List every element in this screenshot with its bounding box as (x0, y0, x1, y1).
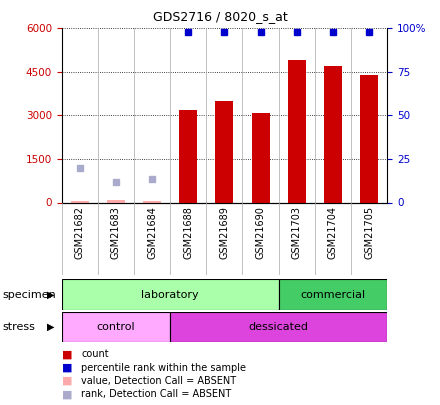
Text: percentile rank within the sample: percentile rank within the sample (81, 363, 246, 373)
Bar (62, 312, 170, 342)
Text: GSM21684: GSM21684 (147, 206, 157, 259)
Text: rank, Detection Call = ABSENT: rank, Detection Call = ABSENT (81, 390, 231, 399)
Text: specimen: specimen (2, 290, 56, 300)
Text: ■: ■ (62, 390, 72, 399)
Bar (62, 279, 279, 310)
Text: ▶: ▶ (47, 290, 55, 300)
Text: commercial: commercial (301, 290, 366, 300)
Text: GSM21703: GSM21703 (292, 206, 302, 259)
Bar (324, 66, 342, 202)
Bar (71, 201, 89, 202)
Text: ▶: ▶ (47, 322, 55, 332)
Bar (107, 200, 125, 202)
Text: ■: ■ (62, 363, 72, 373)
Bar (288, 60, 306, 202)
Text: GSM21682: GSM21682 (75, 206, 84, 259)
Text: GSM21689: GSM21689 (220, 206, 229, 259)
Bar (215, 101, 234, 202)
Text: GDS2716 / 8020_s_at: GDS2716 / 8020_s_at (153, 10, 287, 23)
Text: GSM21688: GSM21688 (183, 206, 193, 259)
Bar (279, 279, 387, 310)
Text: stress: stress (2, 322, 35, 332)
Bar (179, 110, 197, 202)
Text: ■: ■ (62, 350, 72, 359)
Text: GSM21683: GSM21683 (111, 206, 121, 259)
Text: GSM21690: GSM21690 (256, 206, 266, 259)
Bar (170, 312, 387, 342)
Text: value, Detection Call = ABSENT: value, Detection Call = ABSENT (81, 376, 237, 386)
Text: ■: ■ (62, 376, 72, 386)
Text: count: count (81, 350, 109, 359)
Text: GSM21704: GSM21704 (328, 206, 338, 259)
Text: control: control (96, 322, 135, 332)
Bar (143, 201, 161, 202)
Text: laboratory: laboratory (141, 290, 199, 300)
Bar (360, 75, 378, 202)
Text: GSM21705: GSM21705 (364, 206, 374, 259)
Text: dessicated: dessicated (249, 322, 309, 332)
Bar (252, 113, 270, 202)
